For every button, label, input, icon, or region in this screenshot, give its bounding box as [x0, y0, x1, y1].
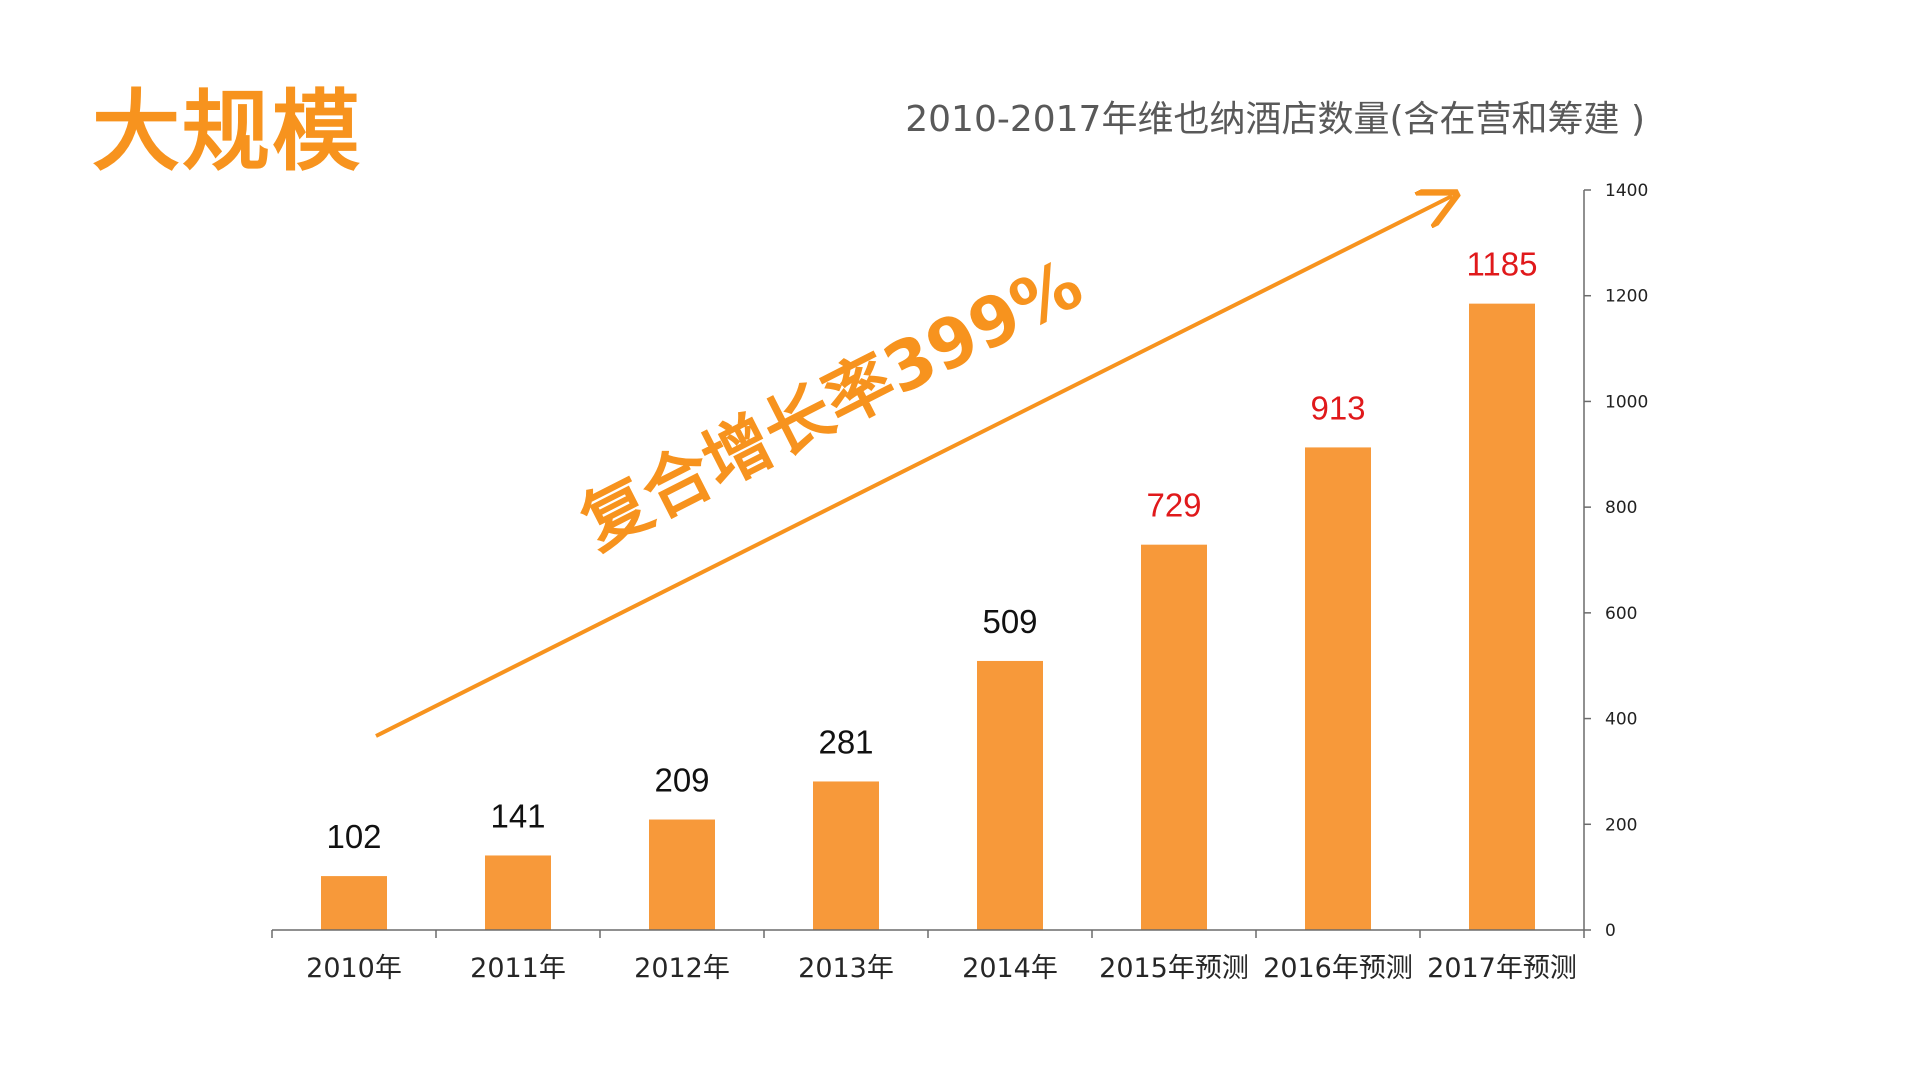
bar [485, 855, 551, 930]
x-tick-label: 2011年 [470, 953, 566, 984]
bar-value-label: 281 [818, 723, 873, 760]
x-tick-label: 2015年预测 [1099, 953, 1249, 984]
bar-value-label: 209 [654, 762, 709, 799]
x-tick-label: 2016年预测 [1263, 953, 1413, 984]
y-tick-label: 0 [1605, 921, 1616, 941]
x-tick-label: 2010年 [306, 953, 402, 984]
bar-value-label: 913 [1310, 389, 1365, 426]
growth-trend-arrow [375, 196, 1452, 738]
x-tick-label: 2014年 [962, 953, 1058, 984]
growth-rate-annotation: 复合增长率399% [569, 245, 1095, 565]
bar-value-label: 729 [1146, 487, 1201, 524]
bar-value-label: 1185 [1467, 246, 1538, 283]
bar [1305, 447, 1371, 930]
bar [977, 660, 1043, 930]
bar [321, 876, 387, 930]
y-tick-label: 200 [1605, 815, 1637, 835]
bar-value-label: 102 [326, 818, 381, 855]
axes-layer: 2010年 2011年 2012年 2013年 2014年 2015年预测 2016年预测 2… [271, 181, 1648, 984]
chart-title: 2010-2017年维也纳酒店数量(含在营和筹建 ) [905, 99, 1645, 140]
y-tick-label: 400 [1605, 710, 1637, 730]
bar [813, 781, 879, 930]
y-tick-label: 600 [1605, 604, 1637, 624]
x-tick-label: 2017年预测 [1427, 953, 1577, 984]
y-tick-label: 1400 [1605, 181, 1648, 201]
x-tick-label: 2012年 [634, 953, 730, 984]
y-tick-label: 800 [1605, 498, 1637, 518]
y-tick-label: 1000 [1605, 392, 1648, 412]
bars-layer: 102 141 209 281 509 729 913 1185 [321, 246, 1538, 931]
bar [649, 819, 715, 930]
bar [1469, 303, 1535, 931]
annotation-layer: 复合增长率399% [375, 196, 1452, 738]
page-headline: 大规模 [92, 80, 363, 183]
y-tick-label: 1200 [1605, 287, 1648, 307]
bar-value-label: 509 [982, 603, 1037, 640]
bar-value-label: 141 [490, 797, 545, 834]
x-tick-label: 2013年 [798, 953, 894, 984]
bar [1141, 544, 1207, 930]
